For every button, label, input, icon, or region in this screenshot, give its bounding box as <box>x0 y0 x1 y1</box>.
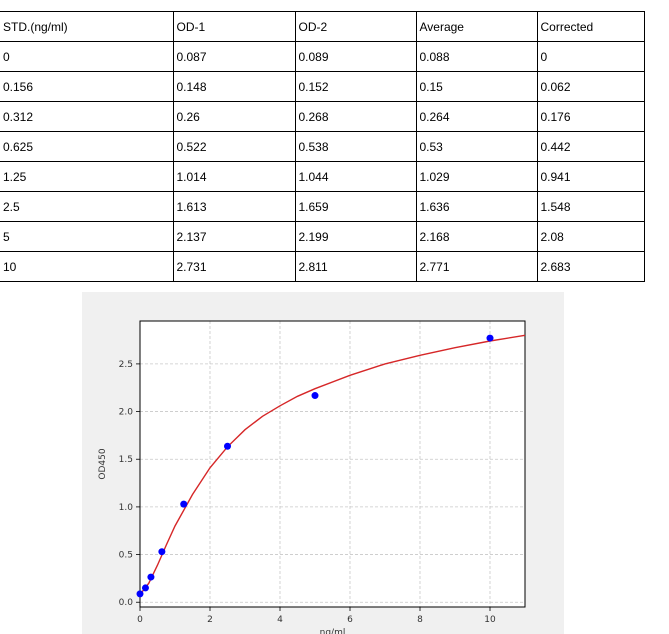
table-row: 5 2.137 2.199 2.168 2.08 <box>0 221 645 252</box>
table-cell: 0.442 <box>536 131 645 162</box>
data-point <box>136 590 144 598</box>
x-tick-label: 4 <box>277 615 283 625</box>
table-cell: 0.148 <box>172 71 296 102</box>
table-row: 1.25 1.014 1.044 1.029 0.941 <box>0 161 645 192</box>
table-header-cell: OD-1 <box>172 11 296 42</box>
table-row: 0.625 0.522 0.538 0.53 0.442 <box>0 131 645 162</box>
table-cell: 0.625 <box>0 131 174 162</box>
table-cell: 0.53 <box>415 131 538 162</box>
table-cell: 2.199 <box>294 221 417 252</box>
standard-curve-chart: 0 2 4 6 8 10 0.0 0.5 1.0 1.5 2.0 2.5 ng/ml OD450 <box>82 292 564 634</box>
data-point <box>147 573 155 581</box>
table-cell: 2.137 <box>172 221 296 252</box>
table-row: 0.156 0.148 0.152 0.15 0.062 <box>0 71 645 102</box>
table-cell: 0.176 <box>536 101 645 132</box>
standard-curve-table: STD.(ng/ml) OD-1 OD-2 Average Corrected 0 0.08… <box>0 11 645 282</box>
table-cell: 10 <box>0 251 174 282</box>
table-cell: 1.636 <box>415 191 538 222</box>
table-cell: 1.029 <box>415 161 538 192</box>
table-row: 10 2.731 2.811 2.771 2.683 <box>0 251 645 282</box>
table-cell: 2.08 <box>536 221 645 252</box>
table-cell: 0.312 <box>0 101 174 132</box>
y-tick-label: 1.0 <box>119 503 134 513</box>
data-point <box>311 392 319 400</box>
table-cell: 5 <box>0 221 174 252</box>
table-cell: 1.044 <box>294 161 417 192</box>
table-header-cell: OD-2 <box>294 11 417 42</box>
table-cell: 0.941 <box>536 161 645 192</box>
table-cell: 1.25 <box>0 161 174 192</box>
data-point <box>486 334 494 342</box>
table-header-cell: Corrected <box>536 11 645 42</box>
chart-svg: 0 2 4 6 8 10 0.0 0.5 1.0 1.5 2.0 2.5 ng/ml OD450 <box>98 320 526 634</box>
table-header-cell: Average <box>415 11 538 42</box>
table-cell: 1.014 <box>172 161 296 192</box>
y-tick-label: 2.5 <box>119 360 133 370</box>
table-cell: 2.168 <box>415 221 538 252</box>
x-tick-label: 0 <box>137 615 143 625</box>
table-cell: 1.548 <box>536 191 645 222</box>
table-cell: 0.152 <box>294 71 417 102</box>
y-tick-label: 2.0 <box>119 408 134 418</box>
table-cell: 0.268 <box>294 101 417 132</box>
table-cell: 0.15 <box>415 71 538 102</box>
table-cell: 0.062 <box>536 71 645 102</box>
y-axis-label: OD450 <box>98 448 108 479</box>
table-cell: 0.264 <box>415 101 538 132</box>
table-header-row: STD.(ng/ml) OD-1 OD-2 Average Corrected <box>0 11 645 42</box>
table-cell: 0.156 <box>0 71 174 102</box>
plot-area <box>140 321 525 607</box>
table-cell: 0.538 <box>294 131 417 162</box>
table-cell: 1.659 <box>294 191 417 222</box>
table-cell: 0.26 <box>172 101 296 132</box>
data-point <box>224 442 231 450</box>
fit-curve <box>139 334 526 596</box>
table-cell: 0.087 <box>172 41 296 72</box>
x-axis-label: ng/ml <box>320 628 346 634</box>
table-row: 2.5 1.613 1.659 1.636 1.548 <box>0 191 645 222</box>
table-row: 0 0.087 0.089 0.088 0 <box>0 41 645 72</box>
data-point <box>141 584 149 592</box>
table-cell: 2.811 <box>294 251 417 282</box>
table-cell: 0.089 <box>294 41 417 72</box>
x-tick-label: 10 <box>484 615 496 625</box>
table-cell: 0.522 <box>172 131 296 162</box>
y-tick-label: 0.0 <box>119 598 134 608</box>
table-cell: 0.088 <box>415 41 538 72</box>
y-tick-label: 1.5 <box>119 455 133 465</box>
plot-frame <box>139 320 526 608</box>
table-cell: 0 <box>0 41 174 72</box>
data-point <box>158 548 166 556</box>
table-cell: 1.613 <box>172 191 296 222</box>
data-point <box>180 500 188 508</box>
x-tick-label: 2 <box>207 615 213 625</box>
y-tick-label: 0.5 <box>119 551 133 561</box>
table-row: 0.312 0.26 0.268 0.264 0.176 <box>0 101 645 132</box>
table-header-cell: STD.(ng/ml) <box>0 11 174 42</box>
table-cell: 2.771 <box>415 251 538 282</box>
x-tick-label: 6 <box>347 615 353 625</box>
x-tick-label: 8 <box>417 615 423 625</box>
table-cell: 2.5 <box>0 191 174 222</box>
table-cell: 2.731 <box>172 251 296 282</box>
table-cell: 2.683 <box>536 251 645 282</box>
table-cell: 0 <box>536 41 645 72</box>
